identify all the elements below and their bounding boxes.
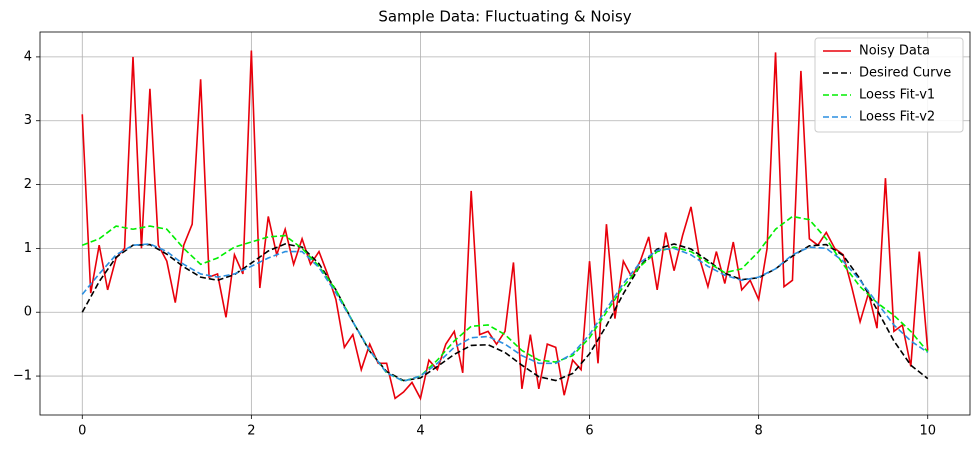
plot-frame <box>39 31 971 416</box>
y-tick-label: 0 <box>24 305 32 320</box>
legend-label: Loess Fit-v1 <box>859 88 935 103</box>
x-tick-label: 4 <box>416 424 424 439</box>
y-tick-label: 4 <box>24 49 32 64</box>
y-tick-label: −1 <box>13 369 32 384</box>
series-line <box>81 243 929 383</box>
x-tick-label: 6 <box>585 424 593 439</box>
legend-label: Noisy Data <box>859 44 930 59</box>
x-tick-label: 0 <box>78 424 86 439</box>
x-tick-label: 8 <box>754 424 762 439</box>
series-line <box>81 215 929 383</box>
legend-label: Loess Fit-v2 <box>859 110 935 125</box>
series-line <box>81 50 929 401</box>
x-tick-label: 2 <box>247 424 255 439</box>
legend-box <box>814 37 964 133</box>
y-tick-label: 2 <box>24 177 32 192</box>
y-tick-label: 1 <box>24 241 32 256</box>
chart-title: Sample Data: Fluctuating & Noisy <box>378 8 631 26</box>
y-tick-label: 3 <box>24 113 32 128</box>
legend-label: Desired Curve <box>859 66 951 81</box>
x-tick-label: 10 <box>919 424 936 439</box>
